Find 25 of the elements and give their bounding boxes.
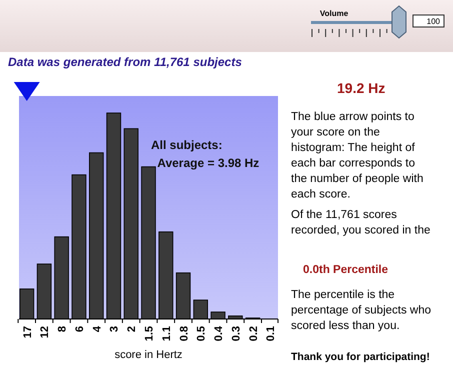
x-tick-label: 0.1 bbox=[265, 326, 278, 342]
x-tick-label: 0.2 bbox=[248, 326, 260, 342]
x-tick-label: 2 bbox=[126, 326, 138, 332]
chart-title: Data was generated from 11,761 subjects bbox=[8, 55, 242, 69]
x-tick-label: 0.4 bbox=[213, 325, 226, 342]
volume-slider: Volume 100 bbox=[311, 5, 444, 39]
x-tick-label: 1.1 bbox=[160, 326, 173, 342]
x-tick-label: 17 bbox=[22, 326, 34, 338]
x-axis-title: score in Hertz bbox=[114, 349, 182, 361]
x-tick-label: 1.5 bbox=[144, 326, 156, 342]
x-tick-label: 0.3 bbox=[230, 326, 242, 342]
text: The percentile is the percentage of subjects who scored less than you. bbox=[291, 289, 432, 332]
text: The blue arrow points to your score on the histogram: The height of each bar corresponds to the number of people with each score. bbox=[291, 111, 424, 200]
x-tick-label: 8 bbox=[56, 326, 69, 332]
x-tick-label: 3 bbox=[108, 326, 121, 332]
x-tick-label: 0.5 bbox=[196, 326, 208, 342]
text: 19.2 Hz bbox=[337, 80, 386, 96]
text: Of the 11,761 scores recorded, you scored in the bbox=[291, 209, 430, 236]
x-tick-label: 6 bbox=[74, 326, 86, 332]
text: 0.0th Percentile bbox=[303, 264, 388, 276]
x-tick-label: 12 bbox=[39, 326, 52, 338]
x-tick-label: 4 bbox=[91, 325, 104, 332]
text: Thank you for participating! bbox=[291, 351, 430, 363]
x-tick-label: 0.8 bbox=[178, 326, 190, 342]
annotation: All subjects: Average = 3.98 Hz bbox=[151, 138, 260, 170]
